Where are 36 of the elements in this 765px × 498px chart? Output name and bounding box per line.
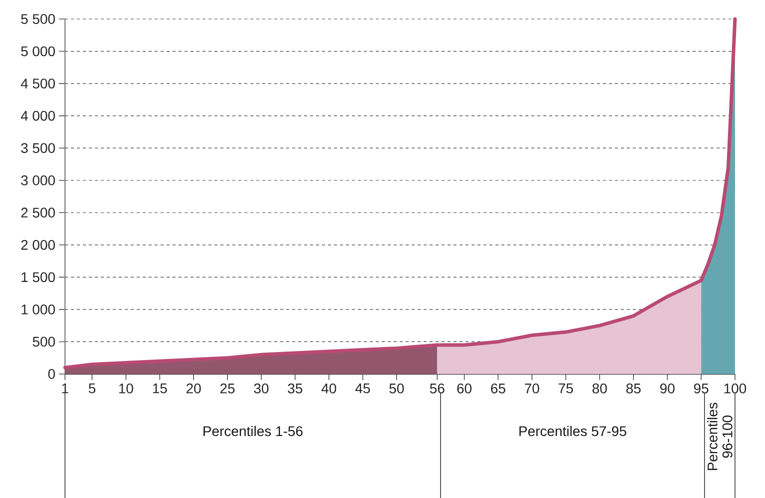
x-tick-label: 10 <box>119 384 134 394</box>
text: Percentiles 96-100 <box>707 402 732 470</box>
x-tick-label: 45 <box>355 384 370 394</box>
x-tick-label: 100 <box>724 384 746 394</box>
x-tick-label: 1 <box>62 384 68 394</box>
y-tick-label: 3 000 <box>21 175 55 186</box>
y-tick-label: 2 500 <box>21 208 55 218</box>
x-tick-label: 50 <box>389 384 404 394</box>
y-tick-label: 5 500 <box>21 14 55 24</box>
x-tick-label: 75 <box>558 384 573 394</box>
x-tick-label: 85 <box>626 384 641 394</box>
x-tick-label: 95 <box>694 384 708 394</box>
x-tick-label: 35 <box>288 384 302 394</box>
x-tick-label: 90 <box>660 384 675 394</box>
x-tick-label: 80 <box>592 384 607 394</box>
x-tick-label: 70 <box>524 384 540 394</box>
y-tick-label: 500 <box>32 336 55 347</box>
x-tick-label: 20 <box>186 384 201 394</box>
text: Percentiles 1-56 <box>204 426 303 436</box>
y-tick-label: 5 000 <box>21 46 55 56</box>
x-tick-label: 30 <box>254 384 268 394</box>
y-tick-label: 3 500 <box>21 143 55 154</box>
x-tick-label: 40 <box>321 384 336 394</box>
y-tick-label: 0 <box>48 369 55 379</box>
y-tick-label: 4 500 <box>20 78 55 88</box>
x-tick-label: 25 <box>220 384 235 394</box>
y-tick-label: 1 000 <box>22 304 55 314</box>
y-tick-label: 4 000 <box>20 110 55 121</box>
text: Percentiles 57-95 <box>519 426 626 436</box>
y-tick-label: 2 000 <box>21 240 55 250</box>
x-tick-label: 65 <box>491 384 506 394</box>
x-tick-label: 56 <box>430 384 444 394</box>
x-tick-label: 5 <box>88 384 96 394</box>
y-tick-label: 1 500 <box>22 272 55 282</box>
x-tick-label: 60 <box>457 384 472 394</box>
x-tick-label: 15 <box>153 384 167 394</box>
